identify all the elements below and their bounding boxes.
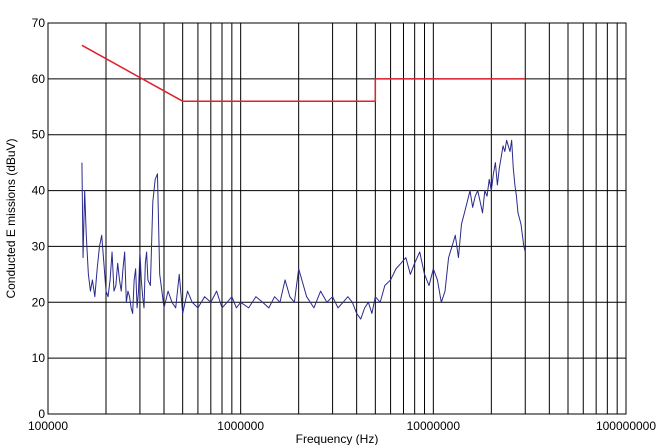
y-axis-title: Conducted E missions (dBuV) — [4, 138, 18, 298]
y-tick-label: 70 — [32, 16, 46, 30]
y-tick-label: 60 — [32, 72, 46, 86]
grid-lines — [47, 22, 626, 415]
y-tick-label: 40 — [32, 184, 46, 198]
y-tick-label: 20 — [32, 295, 46, 309]
x-tick-label: 100000000 — [596, 419, 656, 433]
plot-frame — [47, 22, 627, 415]
y-tick-label: 50 — [32, 128, 46, 142]
y-tick-label: 10 — [32, 351, 46, 365]
x-axis-title: Frequency (Hz) — [296, 432, 379, 445]
x-tick-label: 1000000 — [217, 419, 264, 433]
measurement-series-group — [81, 139, 526, 320]
y-tick-label: 0 — [38, 407, 45, 421]
x-tick-label: 100000 — [28, 419, 68, 433]
limit-line-group — [81, 44, 526, 102]
limit-line — [81, 44, 526, 102]
y-tick-label: 30 — [32, 239, 46, 253]
x-tick-labels: 100000 1000000 10000000 100000000 — [28, 419, 656, 433]
y-tick-labels: 0 10 20 30 40 50 60 70 — [32, 16, 46, 421]
measurement-line — [81, 139, 526, 320]
x-tick-label: 10000000 — [407, 419, 461, 433]
